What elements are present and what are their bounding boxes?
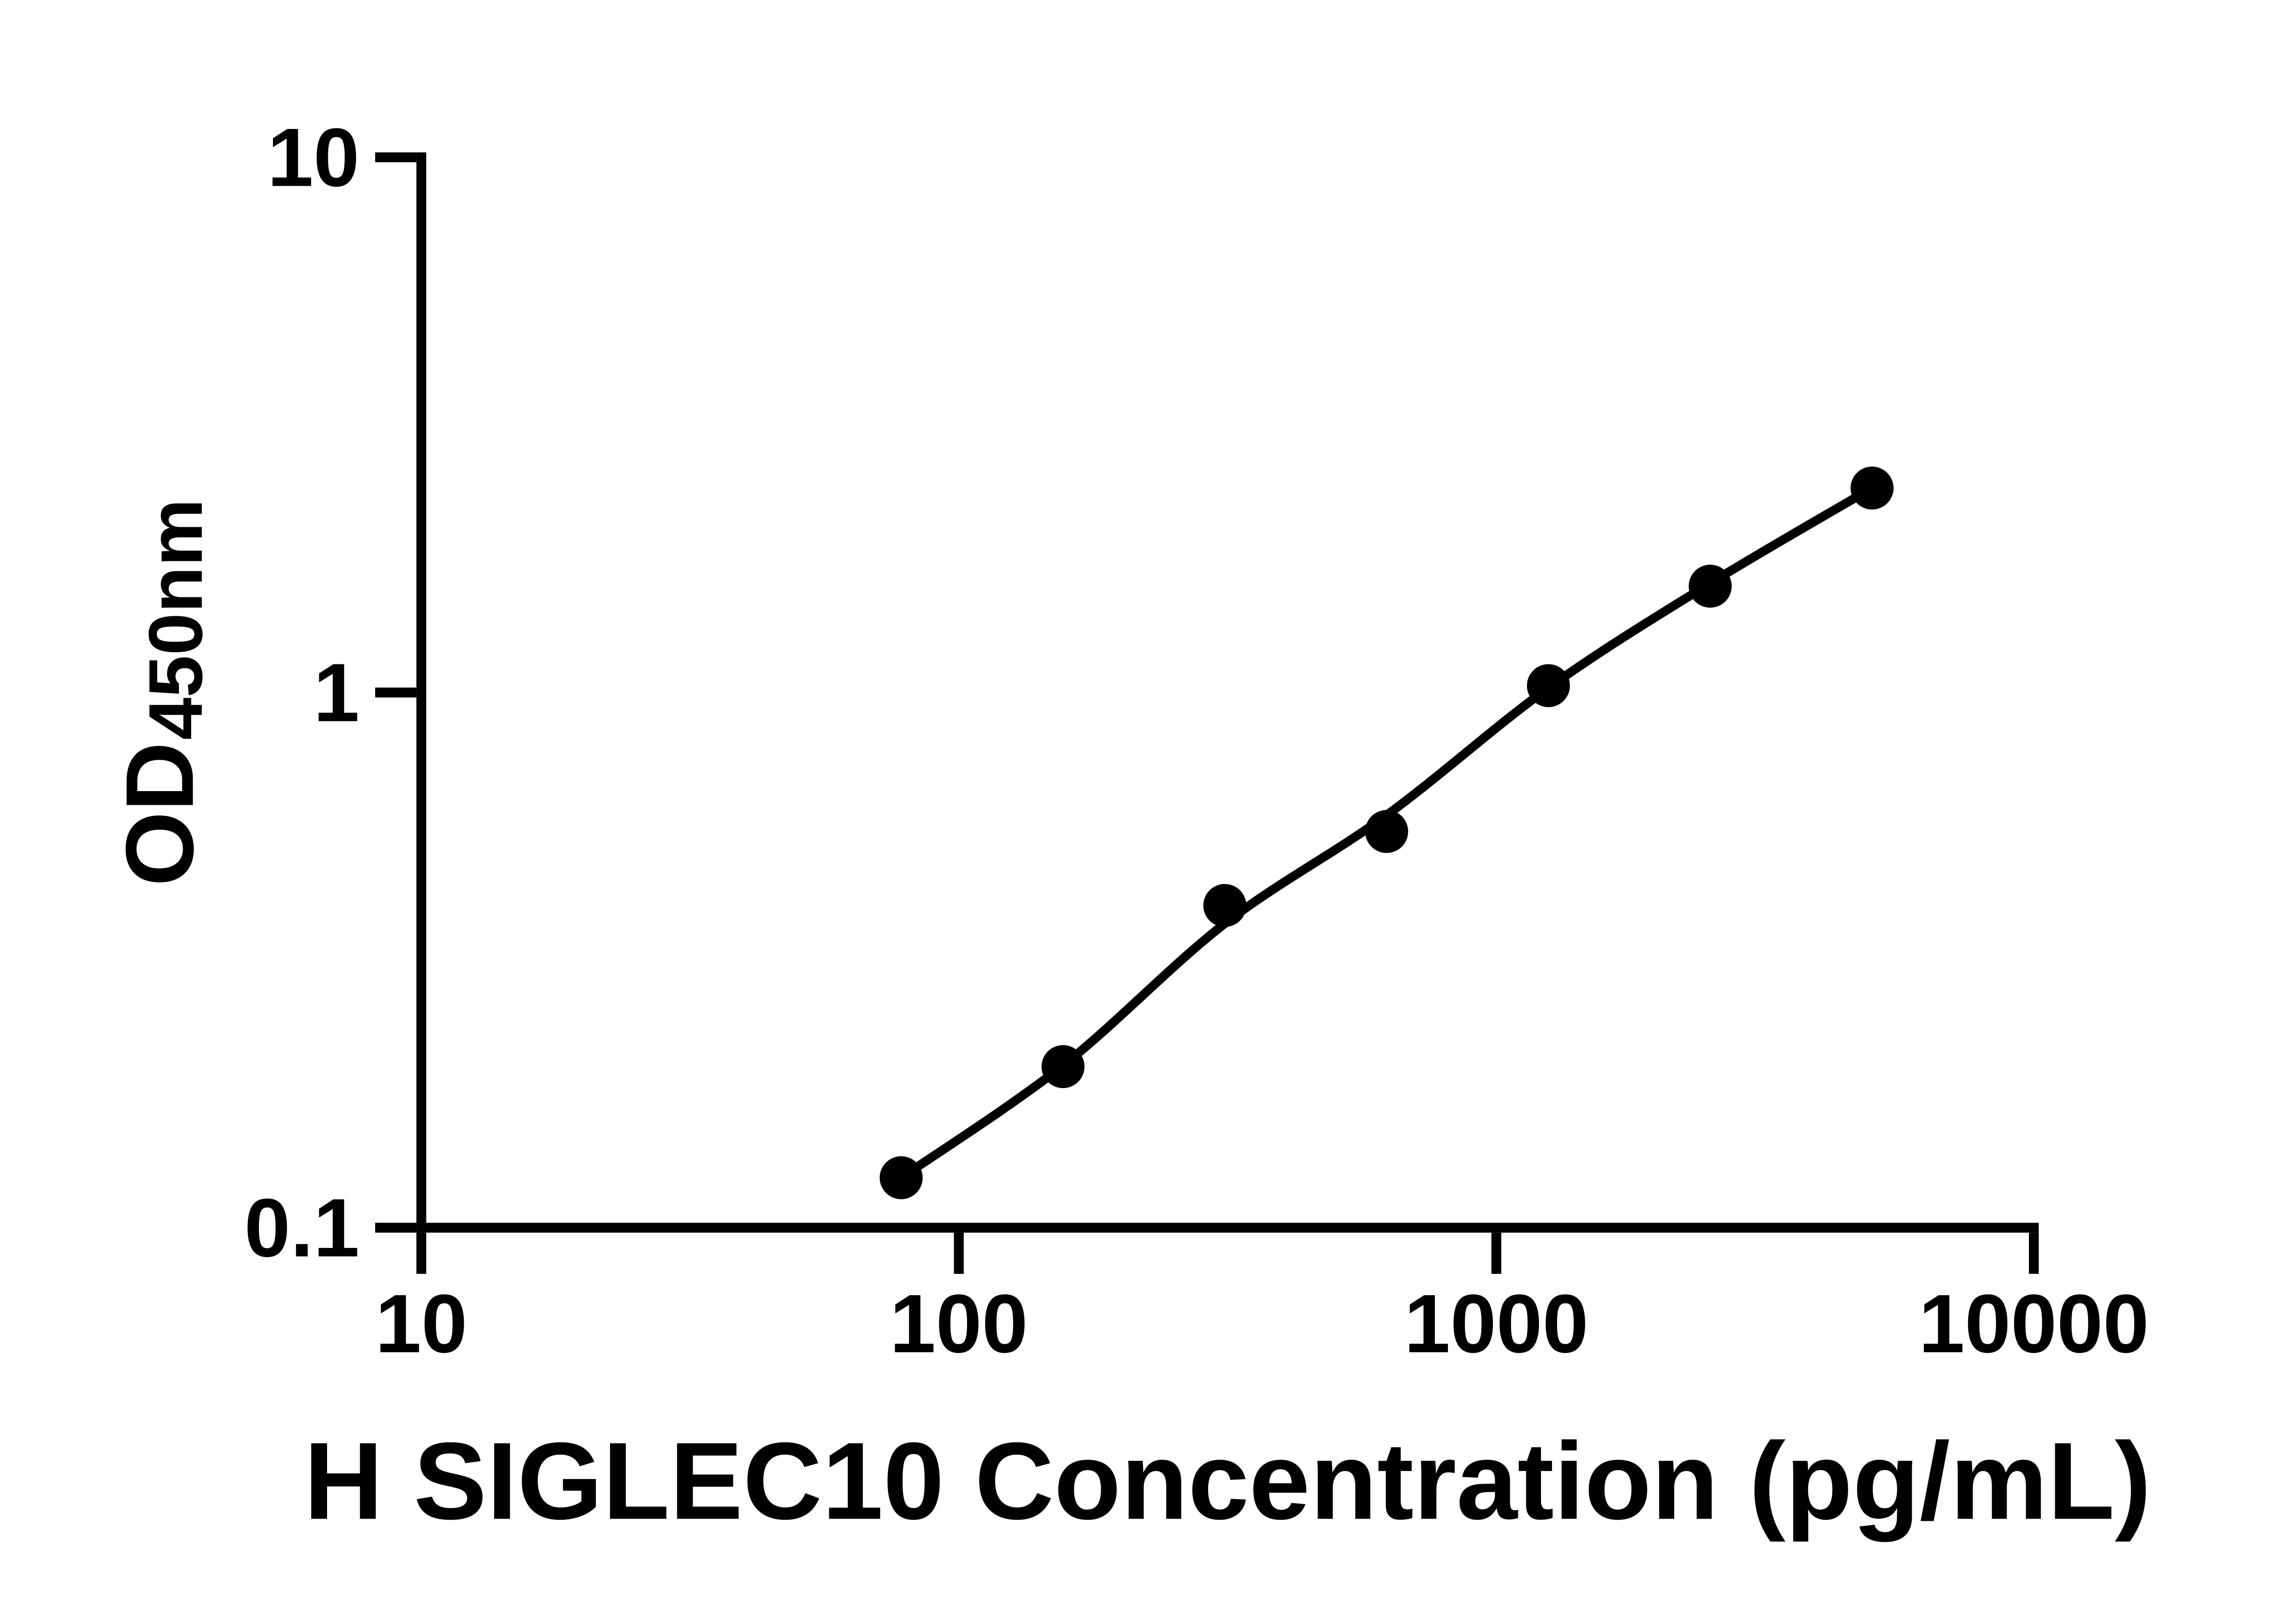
x-tick-label: 1000 (1404, 1277, 1589, 1370)
x-axis-title: H SIGLEC10 Concentration (pg/mL) (304, 1420, 2151, 1542)
scatter-log-log-chart: 10 100 1000 10000 0.1 1 10 H SIGLEC10 Concentr… (18, 7, 2271, 1609)
y-tick-label: 10 (268, 111, 360, 203)
data-point (1527, 664, 1570, 708)
data-point (1850, 466, 1894, 510)
y-axis-title: OD 450nm (106, 499, 218, 886)
y-axis-title-main: OD (106, 742, 213, 886)
data-point (1365, 810, 1408, 853)
x-tick-label: 10 (375, 1277, 467, 1370)
y-tick-label: 0.1 (244, 1181, 360, 1274)
data-point (1041, 1045, 1085, 1088)
elisa-standard-curve-figure: 10 100 1000 10000 0.1 1 10 H SIGLEC10 Concentr… (18, 7, 2271, 1609)
data-point (1689, 564, 1732, 608)
plot-area: 10 100 1000 10000 0.1 1 10 (244, 111, 2149, 1370)
data-point (1203, 884, 1246, 927)
y-tick-label: 1 (313, 646, 359, 739)
y-axis-title-subscript: 450nm (133, 499, 218, 740)
x-tick-label: 100 (890, 1277, 1028, 1370)
data-point (879, 1156, 923, 1199)
x-tick-label: 10000 (1919, 1277, 2149, 1370)
